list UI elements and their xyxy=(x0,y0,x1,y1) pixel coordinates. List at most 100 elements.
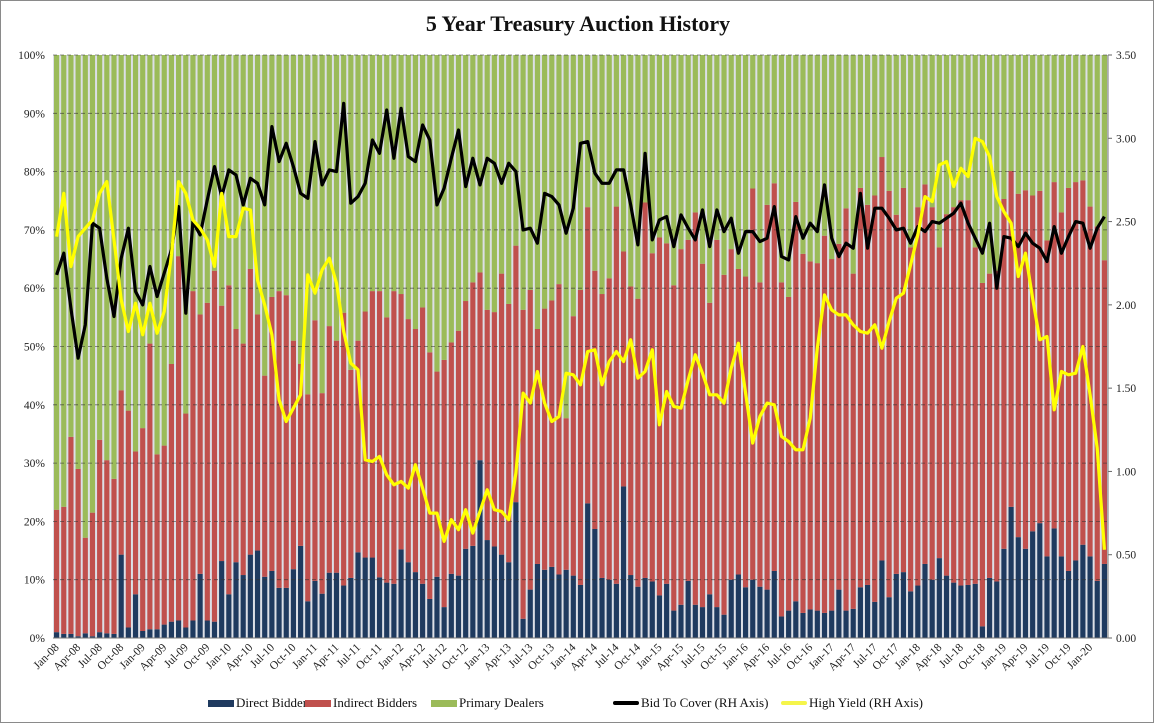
bar-direct-bidders xyxy=(1058,556,1064,638)
bar-direct-bidders xyxy=(649,581,655,638)
bar-primary-dealers xyxy=(498,55,505,274)
bar-direct-bidders xyxy=(168,621,175,638)
bar-direct-bidders xyxy=(1030,531,1036,638)
bar-direct-bidders xyxy=(520,618,526,638)
bar-primary-dealers xyxy=(61,55,67,507)
bar-indirect-bidders xyxy=(420,307,426,584)
bar-indirect-bidders xyxy=(1001,199,1007,549)
bar-primary-dealers xyxy=(405,55,411,320)
bar-primary-dealers xyxy=(247,55,253,269)
bar-primary-dealers xyxy=(161,55,167,446)
bar-indirect-bidders xyxy=(82,537,88,634)
bar-primary-dealers xyxy=(1008,55,1014,172)
bar-indirect-bidders xyxy=(197,314,203,574)
bar-primary-dealers xyxy=(147,55,153,344)
bar-direct-bidders xyxy=(441,607,447,638)
bar-primary-dealers xyxy=(721,55,727,275)
y-left-tick-label: 20% xyxy=(24,516,46,528)
y-right-tick-label: 3.00 xyxy=(1116,133,1136,145)
bar-indirect-bidders xyxy=(1008,171,1014,507)
bar-direct-bidders xyxy=(735,574,741,638)
bar-indirect-bidders xyxy=(1094,226,1100,581)
bar-primary-dealers xyxy=(132,55,139,452)
bar-direct-bidders xyxy=(886,597,892,638)
bar-direct-bidders xyxy=(463,548,469,638)
bar-primary-dealers xyxy=(951,55,957,208)
y-right-tick-label: 2.00 xyxy=(1116,300,1136,312)
bar-indirect-bidders xyxy=(692,212,698,605)
bar-indirect-bidders xyxy=(527,289,533,590)
bar-primary-dealers xyxy=(154,55,160,455)
bar-indirect-bidders xyxy=(369,291,375,558)
bar-direct-bidders xyxy=(89,636,96,638)
bar-direct-bidders xyxy=(642,577,648,638)
bar-indirect-bidders xyxy=(972,247,978,584)
bar-direct-bidders xyxy=(664,583,670,638)
legend-item-primary: Primary Dealers xyxy=(431,695,544,711)
bar-direct-bidders xyxy=(68,633,74,638)
bar-primary-dealers xyxy=(520,55,526,310)
bar-indirect-bidders xyxy=(68,436,74,634)
bar-direct-bidders xyxy=(54,632,60,638)
bar-direct-bidders xyxy=(1087,556,1093,638)
legend: Direct Bidders Indirect Bidders Primary … xyxy=(1,695,1153,715)
bar-primary-dealers xyxy=(943,55,950,215)
bar-direct-bidders xyxy=(1080,544,1086,638)
y-right-tick-label: 1.50 xyxy=(1116,383,1136,395)
bar-indirect-bidders xyxy=(484,309,490,541)
bar-direct-bidders xyxy=(427,598,433,638)
bar-primary-dealers xyxy=(764,55,770,205)
bar-primary-dealers xyxy=(592,55,598,271)
bar-indirect-bidders xyxy=(606,278,612,580)
bar-indirect-bidders xyxy=(1030,195,1036,532)
bar-direct-bidders xyxy=(362,557,368,638)
bar-direct-bidders xyxy=(233,562,239,638)
bar-direct-bidders xyxy=(283,587,289,638)
bar-direct-bidders xyxy=(656,595,663,638)
y-left-tick-label: 80% xyxy=(24,167,46,179)
bar-direct-bidders xyxy=(118,554,124,638)
bar-indirect-bidders xyxy=(821,235,828,613)
bar-direct-bidders xyxy=(470,545,476,638)
bar-indirect-bidders xyxy=(1015,193,1021,538)
bar-primary-dealers xyxy=(398,55,404,295)
bar-direct-bidders xyxy=(369,557,375,638)
bar-direct-bidders xyxy=(936,558,942,638)
bar-direct-bidders xyxy=(821,612,828,638)
bar-indirect-bidders xyxy=(118,390,124,555)
bar-primary-dealers xyxy=(1030,55,1036,196)
bar-direct-bidders xyxy=(448,573,454,638)
bar-direct-bidders xyxy=(843,610,849,638)
bar-primary-dealers xyxy=(506,55,512,304)
bar-direct-bidders xyxy=(577,584,584,638)
bar-primary-dealers xyxy=(585,55,591,208)
bar-direct-bidders xyxy=(929,579,935,638)
bar-indirect-bidders xyxy=(620,251,627,487)
bar-direct-bidders xyxy=(1008,506,1014,638)
bar-primary-dealers xyxy=(427,55,433,353)
bar-direct-bidders xyxy=(563,569,569,638)
bar-direct-bidders xyxy=(915,585,921,638)
bar-indirect-bidders xyxy=(635,298,641,587)
bar-indirect-bidders xyxy=(534,329,541,564)
bar-indirect-bidders xyxy=(908,247,914,592)
bar-indirect-bidders xyxy=(664,243,670,584)
legend-label-yield: High Yield (RH Axis) xyxy=(809,695,923,710)
bar-indirect-bidders xyxy=(283,295,289,588)
bar-direct-bidders xyxy=(269,570,275,638)
bar-primary-dealers xyxy=(75,55,81,469)
bar-primary-dealers xyxy=(140,55,146,429)
bar-primary-dealers xyxy=(900,55,907,188)
bar-primary-dealers xyxy=(864,55,871,205)
bar-direct-bidders xyxy=(376,577,383,638)
bar-direct-bidders xyxy=(391,583,397,638)
bar-indirect-bidders xyxy=(671,285,677,611)
bar-direct-bidders xyxy=(527,589,533,638)
bar-direct-bidders xyxy=(965,584,971,638)
bar-direct-bidders xyxy=(1065,570,1072,638)
bar-indirect-bidders xyxy=(161,445,167,625)
bar-direct-bidders xyxy=(355,552,361,638)
bar-direct-bidders xyxy=(1051,528,1057,638)
bar-direct-bidders xyxy=(197,573,203,638)
bar-direct-bidders xyxy=(104,633,110,638)
